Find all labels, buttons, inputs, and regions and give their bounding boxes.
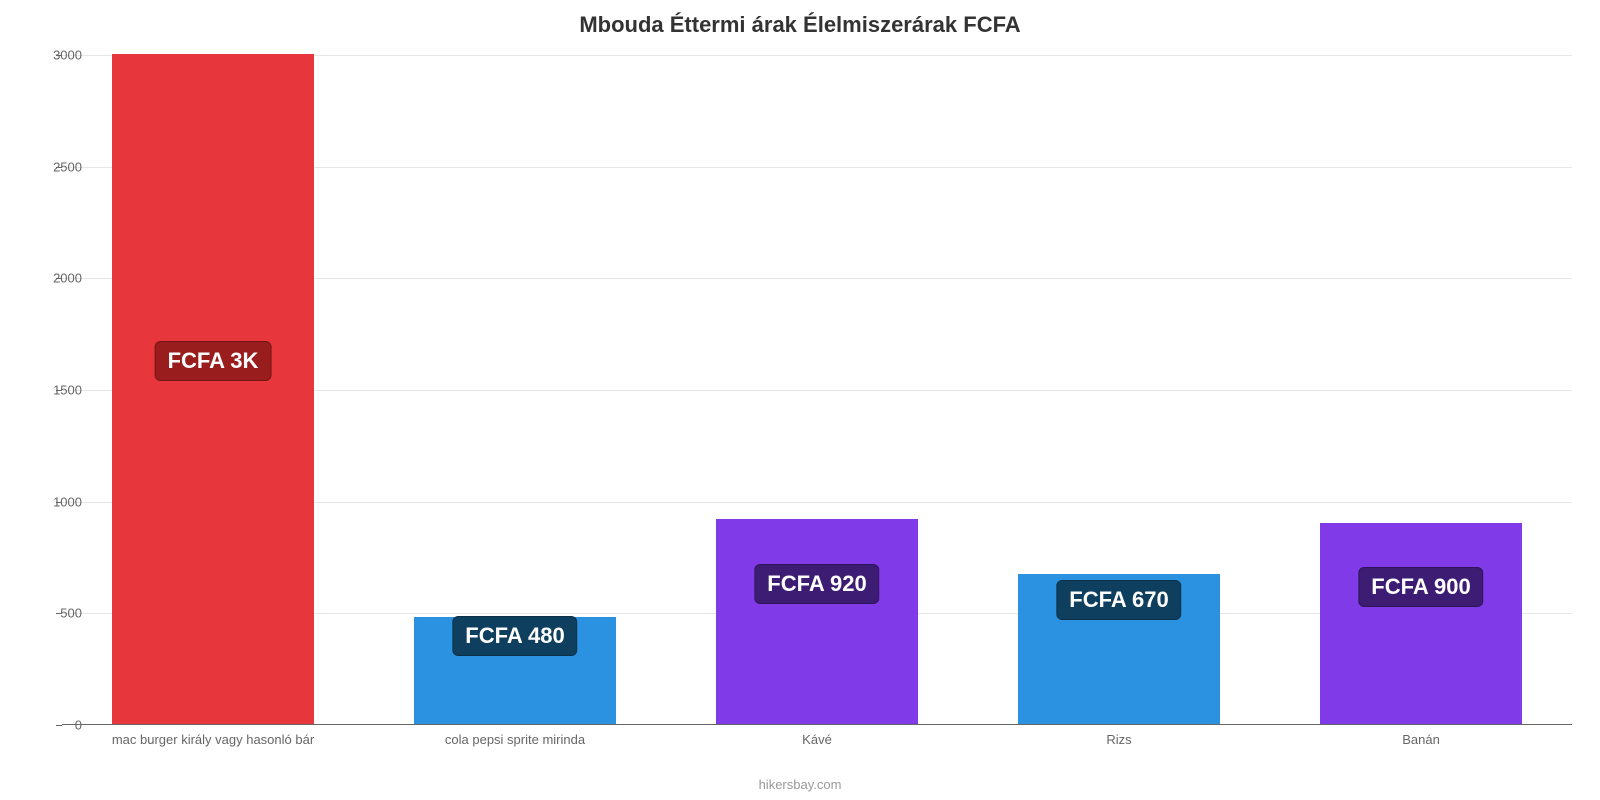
bar bbox=[1320, 523, 1522, 724]
bar bbox=[112, 54, 314, 724]
bar-value-badge: FCFA 480 bbox=[452, 616, 577, 656]
plot-area: mac burger király vagy hasonló bárFCFA 3… bbox=[62, 55, 1572, 725]
bar bbox=[716, 519, 918, 724]
xtick-label: cola pepsi sprite mirinda bbox=[445, 732, 585, 747]
ytick-label: 2000 bbox=[22, 271, 82, 286]
ytick-label: 3000 bbox=[22, 48, 82, 63]
bar-value-badge: FCFA 670 bbox=[1056, 580, 1181, 620]
xtick-label: Banán bbox=[1402, 732, 1440, 747]
xtick-label: Rizs bbox=[1106, 732, 1131, 747]
ytick-label: 1500 bbox=[22, 383, 82, 398]
xtick-label: Kávé bbox=[802, 732, 832, 747]
chart-title: Mbouda Éttermi árak Élelmiszerárak FCFA bbox=[0, 12, 1600, 38]
ytick-label: 2500 bbox=[22, 159, 82, 174]
chart-container: Mbouda Éttermi árak Élelmiszerárak FCFA … bbox=[0, 0, 1600, 800]
bar-value-badge: FCFA 900 bbox=[1358, 567, 1483, 607]
bar-value-badge: FCFA 920 bbox=[754, 564, 879, 604]
ytick-label: 500 bbox=[22, 606, 82, 621]
bar-value-badge: FCFA 3K bbox=[155, 341, 272, 381]
xtick-label: mac burger király vagy hasonló bár bbox=[112, 732, 314, 747]
chart-footer: hikersbay.com bbox=[0, 777, 1600, 792]
ytick-label: 1000 bbox=[22, 494, 82, 509]
ytick-label: 0 bbox=[22, 718, 82, 733]
